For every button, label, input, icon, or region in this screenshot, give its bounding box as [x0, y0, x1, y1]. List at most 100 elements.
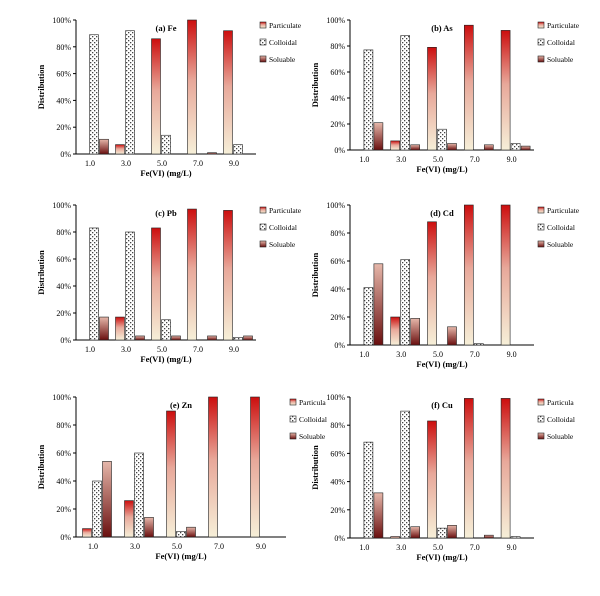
legend-swatch-particulate — [537, 398, 545, 406]
legend-swatch-particulate — [289, 398, 297, 406]
legend-swatch-colloidal — [537, 223, 545, 231]
y-tick-label: 20% — [56, 309, 71, 318]
x-tick-label: 7.0 — [214, 542, 224, 551]
bar-particulate-3-0 — [390, 140, 401, 151]
bar-soluable-7-0 — [483, 534, 494, 539]
y-axis-label: Distribution — [310, 253, 320, 298]
legend-swatch-soluable — [289, 432, 297, 440]
legend-label-colloidal: Colloidal — [299, 415, 327, 424]
x-tick-label: 7.0 — [193, 159, 203, 168]
legend-label-soluable: Soluable — [299, 432, 326, 441]
legend-swatch-soluable — [259, 55, 267, 63]
y-tick-label: 40% — [330, 94, 345, 103]
bar-soluable-3-0 — [410, 526, 421, 539]
x-tick-label: 1.0 — [88, 542, 98, 551]
y-tick-label: 60% — [330, 68, 345, 77]
x-tick-label: 1.0 — [359, 155, 369, 164]
legend-label-soluable: Soluable — [269, 55, 296, 64]
x-tick-label: 7.0 — [470, 543, 480, 552]
bar-soluable-1-0 — [373, 122, 384, 151]
x-tick-label: 3.0 — [396, 350, 406, 359]
bar-particulate-1-0 — [82, 528, 92, 538]
x-axis-label: Fe(VI) (mg/L) — [140, 168, 191, 178]
bar-soluable-5-0 — [186, 526, 196, 538]
chart-panel-3: 0% 20% 40% 60% 80% 100% 1.0 3.0 5.0 7.0 9.0 (c) Pb F… — [36, 201, 302, 364]
bar-particulate-9-0 — [500, 204, 511, 346]
bar-particulate-5-0 — [166, 410, 176, 538]
bar-colloidal-3-0 — [125, 30, 135, 155]
legend-label-particulate: Particulate — [269, 206, 302, 215]
bar-particulate-7-0 — [463, 398, 474, 539]
bar-colloidal-5-0 — [161, 134, 171, 155]
y-tick-label: 100% — [326, 393, 345, 402]
y-tick-label: 60% — [330, 449, 345, 458]
legend-label-colloidal: Colloidal — [269, 38, 297, 47]
bar-particulate-9-0 — [500, 398, 511, 539]
bar-soluable-1-0 — [373, 263, 384, 346]
legend-swatch-soluable — [537, 240, 545, 248]
x-tick-label: 1.0 — [85, 159, 95, 168]
y-tick-label: 100% — [326, 16, 345, 25]
y-tick-label: 100% — [52, 393, 71, 402]
x-tick-label: 7.0 — [470, 155, 480, 164]
bar-soluable-5-0 — [171, 335, 181, 341]
bar-particulate-9-0 — [250, 396, 260, 538]
bar-soluable-3-0 — [410, 144, 421, 151]
bar-particulate-7-0 — [463, 204, 474, 346]
x-tick-label: 9.0 — [507, 155, 517, 164]
bar-particulate-9-0 — [223, 210, 233, 341]
legend-swatch-colloidal — [289, 415, 297, 423]
x-tick-label: 1.0 — [359, 543, 369, 552]
y-tick-label: 100% — [52, 16, 71, 25]
y-tick-label: 0% — [334, 341, 345, 350]
bar-colloidal-3-0 — [400, 259, 411, 346]
y-axis-label: Distribution — [36, 65, 46, 110]
x-tick-label: 9.0 — [229, 345, 239, 354]
y-tick-label: 80% — [56, 228, 71, 237]
bar-colloidal-5-0 — [437, 128, 447, 151]
y-tick-label: 80% — [56, 421, 71, 430]
y-tick-label: 80% — [330, 229, 345, 238]
chart-title: (c) Pb — [155, 208, 177, 218]
bar-colloidal-9-0 — [510, 536, 521, 539]
bar-soluable-9-0 — [520, 145, 531, 151]
bar-soluable-1-0 — [99, 316, 109, 341]
legend-label-colloidal: Colloidal — [547, 223, 575, 232]
bar-colloidal-5-0 — [161, 319, 171, 341]
legend-swatch-particulate — [259, 206, 267, 214]
y-tick-label: 40% — [56, 477, 71, 486]
legend-label-particulate: Particula — [299, 398, 326, 407]
bar-colloidal-3-0 — [400, 35, 411, 151]
bar-colloidal-7-0 — [473, 343, 484, 346]
bar-particulate-7-0 — [463, 24, 474, 151]
bar-soluable-5-0 — [447, 326, 457, 346]
x-tick-label: 5.0 — [433, 155, 443, 164]
bar-colloidal-1-0 — [89, 227, 99, 341]
x-tick-label: 5.0 — [157, 159, 167, 168]
x-axis-label: Fe(VI) (mg/L) — [416, 552, 467, 562]
legend-swatch-colloidal — [259, 38, 267, 46]
y-tick-label: 20% — [330, 506, 345, 515]
y-tick-label: 100% — [326, 201, 345, 210]
bar-particulate-3-0 — [390, 536, 401, 539]
bar-particulate-7-0 — [208, 396, 218, 538]
y-tick-label: 20% — [56, 505, 71, 514]
bar-particulate-9-0 — [500, 30, 511, 151]
bar-particulate-3-0 — [115, 144, 125, 155]
bar-soluable-3-0 — [144, 517, 154, 538]
bar-soluable-1-0 — [99, 138, 109, 155]
chart-title: (b) As — [431, 23, 453, 33]
bar-colloidal-1-0 — [89, 34, 99, 155]
bar-particulate-5-0 — [427, 420, 437, 539]
chart-title: (d) Cd — [430, 208, 454, 218]
bar-colloidal-9-0 — [510, 143, 521, 151]
legend-label-soluable: Soluable — [547, 432, 574, 441]
chart-panel-1: 0% 20% 40% 60% 80% 100% 1.0 3.0 5.0 7.0 9.0 (a) Fe F… — [36, 16, 302, 178]
x-axis-label: Fe(VI) (mg/L) — [155, 551, 206, 561]
bar-particulate-9-0 — [223, 30, 233, 155]
bar-particulate-3-0 — [124, 500, 134, 538]
legend-swatch-particulate — [537, 21, 545, 29]
y-tick-label: 80% — [330, 421, 345, 430]
bar-soluable-3-0 — [410, 318, 421, 346]
